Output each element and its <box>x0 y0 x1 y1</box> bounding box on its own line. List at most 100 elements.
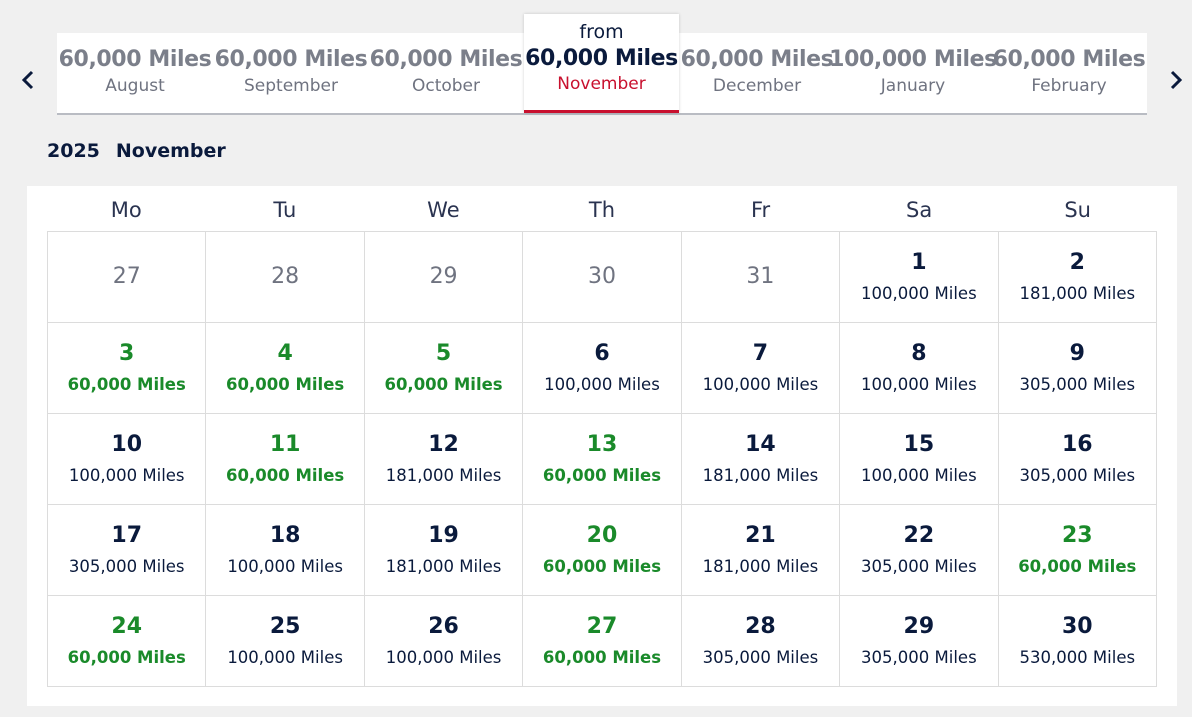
calendar-day-cell[interactable]: 4 60,000 Miles <box>206 323 365 414</box>
calendar-day-cell[interactable]: 19 181,000 Miles <box>364 505 524 596</box>
day-miles-price: 181,000 Miles <box>385 465 502 485</box>
calendar-day-cell[interactable]: 20 60,000 Miles <box>523 505 682 596</box>
day-number: 2 <box>1069 250 1085 276</box>
chevron-right-icon <box>1170 70 1183 90</box>
day-miles-price: 305,000 Miles <box>68 556 185 576</box>
month-tab-november-selected[interactable]: from 60,000 Miles November <box>524 14 679 113</box>
day-miles-price: 100,000 Miles <box>861 374 977 394</box>
day-number: 13 <box>586 432 618 458</box>
chevron-left-icon <box>21 70 34 90</box>
calendar-day-cell[interactable]: 24 60,000 Miles <box>48 596 207 687</box>
month-price: 60,000 Miles <box>58 47 212 72</box>
calendar-day-cell[interactable]: 27 60,000 Miles <box>523 596 682 687</box>
day-miles-price: 100,000 Miles <box>861 283 977 303</box>
month-tab-december[interactable]: 60,000 Miles December <box>679 33 835 113</box>
previous-months-button[interactable] <box>12 62 44 98</box>
calendar-month: November <box>115 140 226 162</box>
weekday-header-row: Mo Tu We Th Fr Sa Su <box>47 198 1157 231</box>
calendar-day-cell[interactable]: 18 100,000 Miles <box>206 505 365 596</box>
calendar-day-cell[interactable]: 21 181,000 Miles <box>681 505 841 596</box>
month-price: 60,000 Miles <box>992 47 1146 72</box>
day-number: 23 <box>1061 523 1093 549</box>
day-miles-price: 181,000 Miles <box>1019 283 1136 303</box>
day-miles-price: 60,000 Miles <box>1018 556 1137 576</box>
month-name: August <box>105 76 165 96</box>
calendar-day-cell[interactable]: 3 60,000 Miles <box>48 323 207 414</box>
calendar-day-cell[interactable]: 22 305,000 Miles <box>840 505 999 596</box>
day-miles-price: 60,000 Miles <box>67 647 186 667</box>
calendar-day-cell[interactable]: 17 305,000 Miles <box>48 505 207 596</box>
calendar-day-cell[interactable]: 25 100,000 Miles <box>206 596 365 687</box>
day-number: 18 <box>269 523 301 549</box>
month-tab-august[interactable]: 60,000 Miles August <box>57 33 213 113</box>
calendar-day-outside-month: 29 <box>364 232 524 323</box>
day-miles-price: 100,000 Miles <box>861 465 977 485</box>
calendar-day-cell[interactable]: 13 60,000 Miles <box>523 414 682 505</box>
day-number: 15 <box>903 432 935 458</box>
next-months-button[interactable] <box>1160 62 1192 98</box>
day-miles-price: 181,000 Miles <box>385 556 502 576</box>
month-tab-february[interactable]: 60,000 Miles February <box>991 33 1147 113</box>
day-number: 10 <box>111 432 143 458</box>
calendar-day-cell[interactable]: 9 305,000 Miles <box>998 323 1157 414</box>
weekday-label: Fr <box>750 198 771 222</box>
day-number: 12 <box>428 432 459 458</box>
calendar-year: 2025 <box>47 140 100 162</box>
weekday-label: Sa <box>905 198 933 222</box>
day-number: 30 <box>1061 614 1093 640</box>
day-miles-price: 305,000 Miles <box>702 647 819 667</box>
month-name: November <box>557 74 646 94</box>
calendar-day-cell[interactable]: 12 181,000 Miles <box>364 414 524 505</box>
day-miles-price: 100,000 Miles <box>385 647 502 667</box>
calendar-day-cell[interactable]: 28 305,000 Miles <box>681 596 841 687</box>
calendar-day-outside-month: 31 <box>681 232 841 323</box>
day-miles-price: 530,000 Miles <box>1019 647 1136 667</box>
calendar-day-outside-month: 30 <box>523 232 682 323</box>
day-number: 14 <box>745 432 776 458</box>
weekday-label: Su <box>1064 198 1091 222</box>
day-number: 29 <box>903 614 935 640</box>
month-price: 60,000 Miles <box>680 47 834 72</box>
calendar-day-cell[interactable]: 1 100,000 Miles <box>840 232 999 323</box>
month-price: 60,000 Miles <box>369 47 523 72</box>
calendar-day-cell[interactable]: 30 530,000 Miles <box>998 596 1157 687</box>
calendar-day-cell[interactable]: 15 100,000 Miles <box>840 414 999 505</box>
calendar-day-outside-month: 28 <box>206 232 365 323</box>
calendar-day-cell[interactable]: 23 60,000 Miles <box>998 505 1157 596</box>
day-miles-price: 100,000 Miles <box>227 556 343 576</box>
month-name: September <box>244 76 338 96</box>
month-tab-september[interactable]: 60,000 Miles September <box>213 33 369 113</box>
calendar-day-cell[interactable]: 5 60,000 Miles <box>364 323 524 414</box>
month-name: October <box>411 76 481 96</box>
calendar-day-cell[interactable]: 10 100,000 Miles <box>48 414 207 505</box>
calendar-day-cell[interactable]: 2 181,000 Miles <box>998 232 1157 323</box>
from-label: from <box>579 21 624 43</box>
day-miles-price: 181,000 Miles <box>702 556 819 576</box>
calendar-day-cell[interactable]: 6 100,000 Miles <box>523 323 682 414</box>
month-tab-october[interactable]: 60,000 Miles October <box>368 33 524 113</box>
calendar-day-cell[interactable]: 26 100,000 Miles <box>364 596 524 687</box>
day-number: 27 <box>112 263 141 289</box>
weekday-label: Mo <box>110 198 142 222</box>
calendar-day-cell[interactable]: 7 100,000 Miles <box>681 323 841 414</box>
calendar-card: Mo Tu We Th Fr Sa Su 27 28 29 30 31 1 100,000 … <box>27 186 1177 706</box>
calendar-heading: 2025 November <box>47 140 226 162</box>
calendar-day-cell[interactable]: 8 100,000 Miles <box>840 323 999 414</box>
day-miles-price: 100,000 Miles <box>227 647 343 667</box>
month-price: 60,000 Miles <box>525 46 678 71</box>
calendar-day-cell[interactable]: 11 60,000 Miles <box>206 414 365 505</box>
day-number: 3 <box>119 341 135 367</box>
day-miles-price: 305,000 Miles <box>861 647 977 667</box>
month-name: December <box>712 76 802 96</box>
calendar-day-cell[interactable]: 16 305,000 Miles <box>998 414 1157 505</box>
month-tab-january[interactable]: 100,000 Miles January <box>829 33 997 113</box>
day-miles-price: 305,000 Miles <box>861 556 977 576</box>
calendar-day-grid: 27 28 29 30 31 1 100,000 Miles 2 181,000 Miles 3 6… <box>47 231 1157 687</box>
day-miles-price: 60,000 Miles <box>226 465 345 485</box>
day-number: 1 <box>911 250 927 276</box>
day-miles-price: 100,000 Miles <box>544 374 660 394</box>
calendar-day-cell[interactable]: 14 181,000 Miles <box>681 414 841 505</box>
day-miles-price: 305,000 Miles <box>1019 465 1136 485</box>
calendar-day-cell[interactable]: 29 305,000 Miles <box>840 596 999 687</box>
